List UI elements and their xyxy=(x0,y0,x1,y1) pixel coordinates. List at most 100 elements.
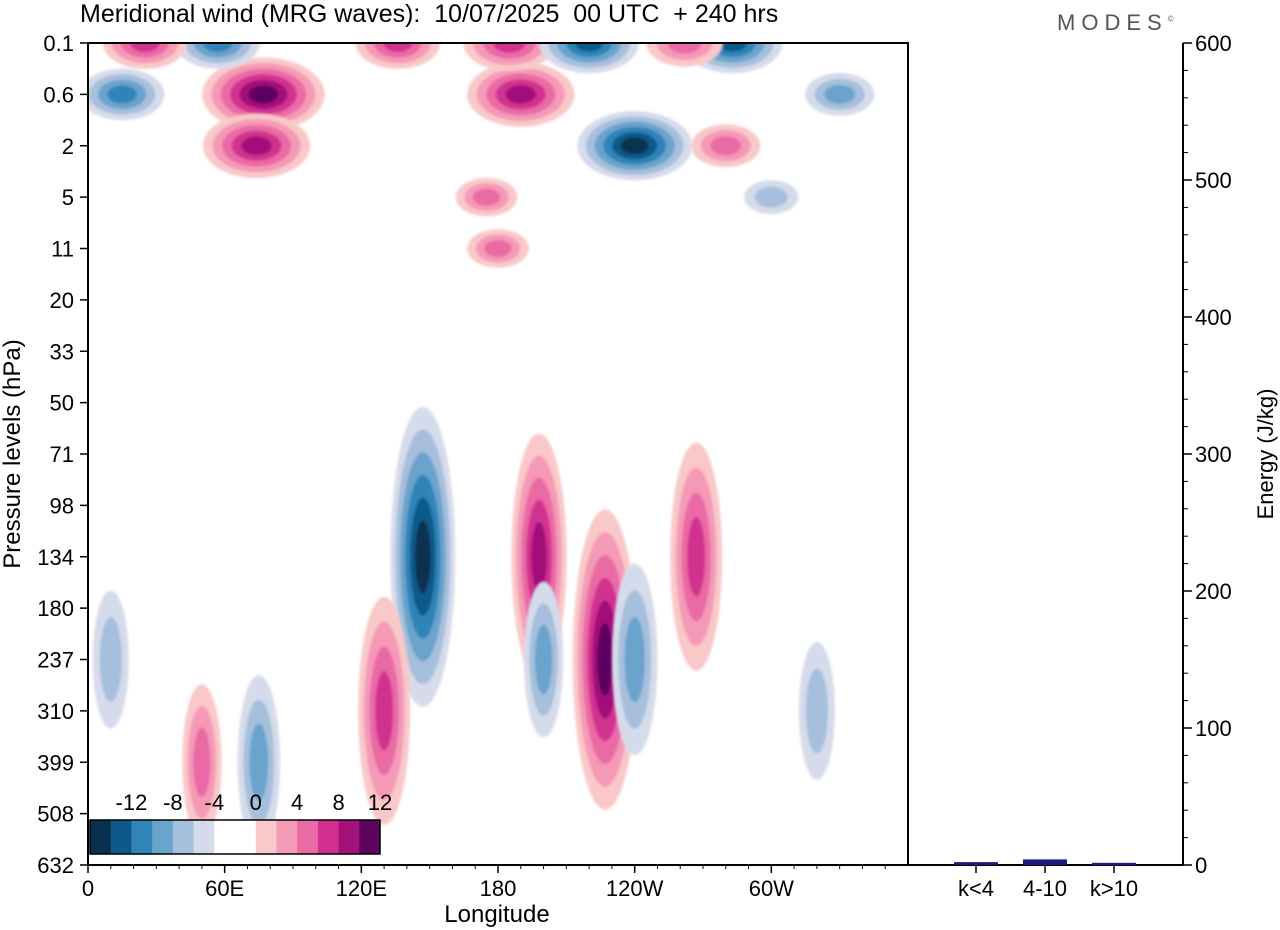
pressure-axis: 0.1 0.6 2 5 11 20 33 50 71 98 134 180 237 310 399 508 63… xyxy=(37,31,88,878)
negative-wind-anomaly xyxy=(237,675,281,850)
contour-level xyxy=(667,43,702,54)
positive-wind-anomaly xyxy=(455,177,518,217)
pressure-tick-label: 98 xyxy=(50,493,74,518)
colorbar-label: 4 xyxy=(291,790,303,815)
plot-area xyxy=(88,43,875,850)
contour-level xyxy=(472,188,501,206)
longitude-tick-label: 180 xyxy=(480,876,517,901)
brand-logo: MODES© xyxy=(1057,10,1174,35)
colorbar-swatch xyxy=(359,820,381,854)
pressure-tick-label: 50 xyxy=(50,391,74,416)
contour-level xyxy=(130,43,160,52)
positive-wind-anomaly xyxy=(670,442,723,671)
contour-level xyxy=(241,136,272,156)
longitude-axis: 0 60E 120E 180 120W 60W xyxy=(82,865,886,901)
pressure-tick-label: 33 xyxy=(50,339,74,364)
contour-level xyxy=(805,668,828,754)
contour-level xyxy=(754,186,788,208)
contour-level xyxy=(203,43,233,52)
energy-tick-label: 200 xyxy=(1195,579,1232,604)
positive-wind-anomaly xyxy=(202,113,311,179)
colorbar-label: 12 xyxy=(368,790,392,815)
pressure-tick-label: 310 xyxy=(37,699,74,724)
contour-level xyxy=(505,85,537,104)
contour-level xyxy=(493,43,526,53)
colorbar-frame xyxy=(89,819,381,855)
pressure-tick-label: 632 xyxy=(37,853,74,878)
positive-wind-anomaly xyxy=(202,57,325,132)
colorbar-swatch xyxy=(276,820,298,854)
positive-wind-anomaly xyxy=(355,43,440,69)
energy-tick-label: 400 xyxy=(1195,305,1232,330)
positive-wind-anomaly xyxy=(467,229,529,268)
energy-axis-label: Energy (J/kg) xyxy=(1253,389,1278,520)
energy-panel: 0 100 200 300 400 500 600 k<4 4-10 k>10 xyxy=(908,31,1232,901)
positive-wind-anomaly xyxy=(463,43,556,71)
negative-wind-anomaly xyxy=(611,563,658,756)
positive-wind-anomaly xyxy=(467,61,575,127)
contour-level xyxy=(718,43,747,52)
negative-wind-anomaly xyxy=(798,641,835,780)
colorbar-swatch xyxy=(152,820,174,854)
contour-level xyxy=(99,617,122,702)
contour-level xyxy=(484,240,512,257)
contour-level xyxy=(534,624,553,695)
colorbar-label: 0 xyxy=(250,790,262,815)
negative-wind-anomaly xyxy=(577,111,693,181)
pressure-tick-label: 134 xyxy=(37,545,74,570)
negative-wind-anomaly xyxy=(175,43,261,69)
longitude-tick-label: 120W xyxy=(606,876,664,901)
pressure-tick-label: 11 xyxy=(51,237,74,262)
colorbar-label: -8 xyxy=(163,790,183,815)
pressure-tick-label: 0.6 xyxy=(43,82,74,107)
pressure-tick-label: 2 xyxy=(62,134,74,159)
negative-wind-anomaly xyxy=(805,72,875,116)
energy-tick-label: 0 xyxy=(1195,853,1207,878)
contour-level xyxy=(597,623,613,696)
longitude-tick-label: 0 xyxy=(82,876,94,901)
contour-level xyxy=(531,521,547,592)
colorbar-swatch xyxy=(255,820,277,854)
contour-level xyxy=(687,517,706,597)
longitude-tick-label: 120E xyxy=(336,876,387,901)
negative-wind-anomaly xyxy=(539,43,639,74)
contour-level xyxy=(624,616,645,703)
positive-wind-anomaly xyxy=(102,43,188,69)
positive-wind-anomaly xyxy=(646,43,724,67)
pressure-tick-label: 399 xyxy=(37,750,74,775)
colorbar-swatch xyxy=(214,820,236,854)
energy-bar xyxy=(954,862,998,865)
colorbar-swatch xyxy=(235,820,257,854)
contour-level xyxy=(193,727,211,797)
pressure-tick-label: 508 xyxy=(37,802,74,827)
colorbar-swatch xyxy=(297,820,319,854)
contour-level xyxy=(574,43,604,52)
longitude-tick-label: 60E xyxy=(205,876,244,901)
energy-category-label: k>10 xyxy=(1090,876,1138,901)
energy-bar xyxy=(1092,862,1136,866)
contour-level xyxy=(414,520,431,594)
pressure-tick-label: 180 xyxy=(37,596,74,621)
negative-wind-anomaly xyxy=(523,581,564,738)
x-axis-label: Longitude xyxy=(444,901,549,928)
negative-wind-anomaly xyxy=(88,68,165,121)
energy-bar xyxy=(1023,859,1067,865)
y-axis-label: Pressure levels (hPa) xyxy=(0,339,26,568)
energy-tick-label: 600 xyxy=(1195,31,1232,56)
colorbar-swatch xyxy=(317,820,340,854)
pressure-tick-label: 20 xyxy=(50,288,74,313)
negative-wind-anomaly xyxy=(390,406,456,707)
contour-level xyxy=(620,137,649,155)
colorbar-swatch xyxy=(172,820,195,854)
colorbar-swatch xyxy=(338,820,360,854)
energy-tick-label: 500 xyxy=(1195,168,1232,193)
positive-wind-anomaly xyxy=(691,124,761,168)
colorbar-label: 8 xyxy=(332,790,344,815)
colorbar-swatch xyxy=(193,820,215,854)
contour-level xyxy=(383,43,413,52)
positive-wind-anomaly xyxy=(182,684,222,841)
pressure-tick-label: 237 xyxy=(37,648,74,673)
colorbar-swatch xyxy=(110,820,132,854)
energy-tick-label: 300 xyxy=(1195,442,1232,467)
negative-wind-anomaly xyxy=(92,590,129,729)
